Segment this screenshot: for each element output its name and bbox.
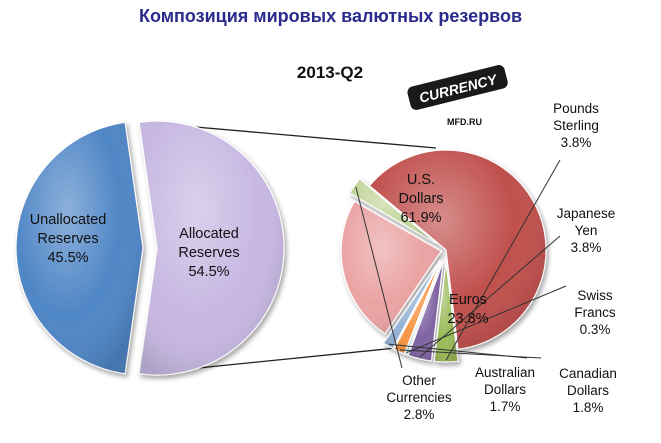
label-swiss-francs: Swiss Francs 0.3%: [574, 288, 616, 337]
leader-line-pounds-sterling: [445, 159, 561, 361]
label-pounds-sterling: Pounds Sterling 3.8%: [553, 101, 599, 150]
chart-subtitle: 2013-Q2: [297, 63, 363, 82]
leader-line-other-currencies: [355, 186, 403, 369]
label-u-s-dollars: U.S. Dollars 61.9%: [398, 172, 443, 226]
label-australian-dollars: Australian Dollars 1.7%: [475, 365, 535, 414]
right-pie: [340, 149, 547, 363]
leader-line-swiss-francs: [406, 285, 567, 354]
label-allocated-reserves: Allocated Reserves 54.5%: [178, 226, 239, 280]
label-other-currencies: Other Currencies 2.8%: [386, 373, 452, 422]
label-japanese-yen: Japanese Yen 3.8%: [557, 206, 616, 255]
page-title: Композиция мировых валютных резервов: [138, 6, 523, 26]
watermark-site: MFD.RU: [447, 117, 482, 127]
slice-unallocated-reserves: [15, 121, 144, 375]
leader-lines: [355, 159, 567, 369]
leader-line-australian-dollars: [389, 343, 528, 359]
left-pie: [15, 120, 285, 376]
label-euros: Euros 23.8%: [447, 292, 488, 327]
slice-labels: Unallocated Reserves 45.5% Allocated Reserve…: [30, 101, 617, 422]
label-canadian-dollars: Canadian Dollars 1.8%: [559, 366, 617, 415]
label-unallocated-reserves: Unallocated Reserves 45.5%: [30, 212, 107, 266]
watermark-logo: CURRENCY MFD.RU: [407, 65, 508, 127]
